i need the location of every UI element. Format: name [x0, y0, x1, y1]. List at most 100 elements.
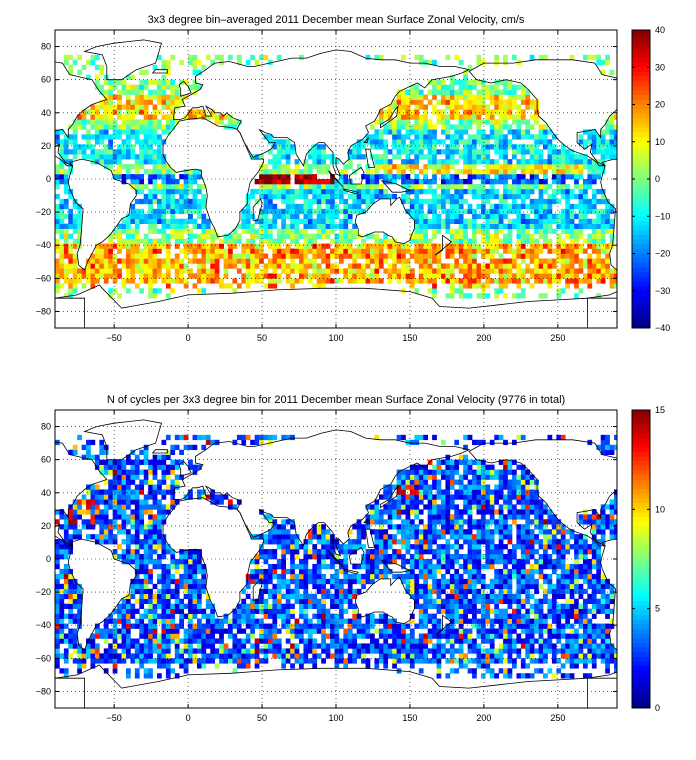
data-cell [529, 144, 535, 150]
data-cell [356, 183, 362, 190]
data-cell [299, 593, 304, 600]
data-cell [401, 628, 406, 634]
data-cell [441, 648, 446, 654]
data-cell [143, 169, 149, 175]
data-cell [405, 159, 411, 165]
data-cell [476, 213, 482, 220]
data-cell [179, 603, 184, 609]
data-cell [334, 238, 340, 244]
data-cell [210, 623, 216, 629]
data-cell [55, 228, 60, 234]
data-cell [148, 119, 153, 125]
data-cell [276, 598, 282, 604]
data-cell [103, 648, 109, 654]
data-cell [55, 618, 60, 624]
data-cell [414, 588, 420, 595]
data-cell [72, 243, 78, 249]
data-cell [228, 258, 233, 264]
data-cell [582, 238, 588, 244]
data-cell [587, 258, 593, 264]
data-cell [423, 253, 428, 259]
data-cell [472, 253, 477, 259]
data-cell [148, 139, 153, 145]
data-cell [157, 94, 162, 100]
data-cell [370, 278, 375, 284]
data-cell [423, 648, 428, 654]
data-cell [409, 283, 415, 289]
data-cell [587, 208, 593, 215]
data-cell [183, 243, 189, 249]
data-cell [538, 149, 544, 155]
data-cell [543, 134, 548, 140]
data-cell [361, 248, 366, 254]
data-cell [605, 593, 610, 600]
data-cell [205, 593, 211, 600]
data-cell [55, 658, 60, 664]
data-cell [543, 183, 548, 190]
data-cell [383, 149, 389, 155]
data-cell [418, 134, 424, 140]
data-cell [485, 663, 491, 669]
data-cell [205, 258, 211, 264]
data-cell [418, 273, 424, 279]
data-cell [90, 104, 96, 110]
data-cell [574, 633, 579, 639]
data-cell [59, 213, 65, 220]
data-cell [574, 228, 579, 234]
data-cell [414, 593, 420, 600]
data-cell [392, 268, 397, 274]
data-cell [267, 263, 273, 269]
data-cell [516, 618, 522, 624]
data-cell [476, 268, 482, 274]
data-cell [405, 198, 411, 205]
data-cell [472, 673, 477, 679]
data-cell [370, 179, 375, 185]
data-cell [498, 283, 504, 289]
data-cell [467, 608, 473, 614]
data-cell [423, 258, 428, 264]
data-cell [245, 193, 251, 200]
data-cell [467, 159, 473, 165]
data-cell [503, 169, 508, 175]
data-cell [432, 104, 437, 110]
top-data-cells [55, 54, 617, 299]
data-cell [130, 89, 136, 95]
data-cell [183, 658, 189, 664]
data-cell [565, 183, 570, 190]
data-cell [538, 258, 544, 264]
data-cell [72, 598, 78, 604]
data-cell [432, 79, 437, 85]
data-cell [511, 84, 517, 90]
data-cell [503, 263, 508, 269]
data-cell [316, 218, 322, 224]
data-cell [472, 223, 477, 229]
data-cell [236, 643, 242, 649]
data-cell [600, 648, 606, 654]
data-cell [494, 208, 499, 215]
data-cell [556, 183, 562, 190]
data-cell [356, 154, 362, 160]
data-cell [543, 169, 548, 175]
data-cell [525, 233, 531, 239]
data-cell [569, 653, 575, 659]
colorbar-segment [632, 39, 650, 45]
data-cell [117, 228, 122, 234]
data-cell [365, 134, 371, 140]
data-cell [272, 174, 278, 180]
data-cell [445, 623, 451, 629]
data-cell [503, 89, 508, 95]
data-cell [565, 268, 570, 274]
data-cell [525, 129, 531, 135]
data-cell [458, 89, 464, 95]
data-cell [130, 154, 136, 160]
data-cell [476, 598, 482, 604]
data-cell [139, 253, 145, 259]
data-cell [294, 268, 300, 274]
data-cell [534, 618, 539, 624]
data-cell [556, 613, 562, 619]
data-cell [72, 278, 78, 284]
data-cell [201, 213, 207, 220]
data-cell [445, 593, 451, 600]
data-cell [68, 613, 74, 619]
data-cell [361, 238, 366, 244]
